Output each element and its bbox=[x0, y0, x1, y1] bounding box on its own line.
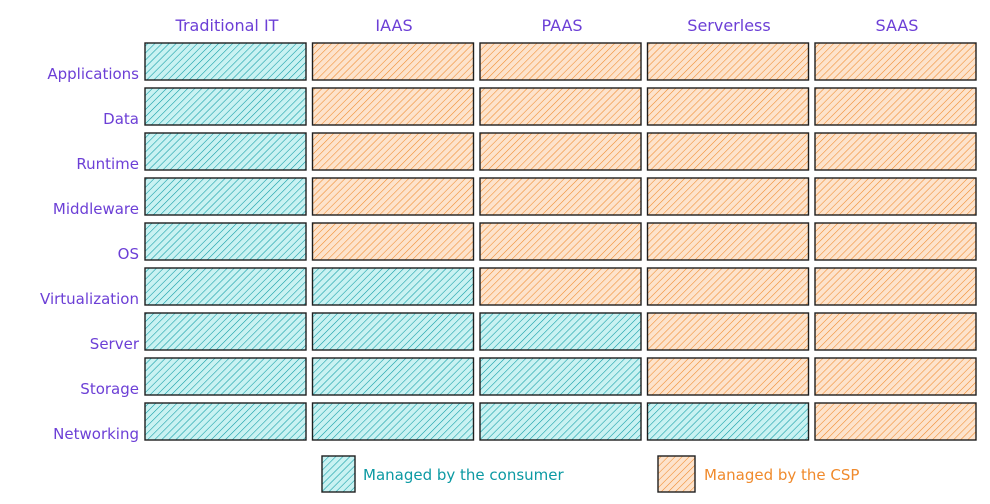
column-header-iaas: IAAS bbox=[375, 16, 412, 35]
column-header-traditional-it: Traditional IT bbox=[175, 16, 279, 35]
legend-csp: Managed by the CSP bbox=[657, 455, 859, 493]
legend: Managed by the consumer Managed by the C… bbox=[321, 455, 859, 493]
row-labels: Applications Data Runtime Middleware OS … bbox=[40, 65, 140, 443]
cell-serverless-server-csp bbox=[646, 312, 810, 351]
cell-traditional-it-server-consumer bbox=[144, 312, 307, 351]
cell-saas-os-csp bbox=[814, 222, 977, 261]
cell-serverless-os-csp bbox=[646, 222, 810, 261]
column-header-serverless: Serverless bbox=[687, 16, 770, 35]
cell-iaas-storage-consumer bbox=[311, 357, 475, 396]
cell-iaas-virtualization-consumer bbox=[311, 267, 475, 306]
cell-saas-middleware-csp bbox=[814, 177, 977, 216]
cell-paas-networking-consumer bbox=[479, 402, 642, 441]
cell-serverless-applications-csp bbox=[646, 42, 810, 81]
cell-serverless-networking-consumer bbox=[646, 402, 810, 441]
row-label-runtime: Runtime bbox=[76, 155, 139, 173]
row-label-os: OS bbox=[118, 245, 139, 263]
column-headers: Traditional IT IAAS PAAS Serverless SAAS bbox=[175, 16, 919, 35]
cell-iaas-data-csp bbox=[311, 87, 475, 126]
cell-paas-data-csp bbox=[479, 87, 642, 126]
row-label-applications: Applications bbox=[47, 65, 139, 83]
cell-saas-runtime-csp bbox=[814, 132, 977, 171]
cell-saas-virtualization-csp bbox=[814, 267, 977, 306]
cell-traditional-it-runtime-consumer bbox=[144, 132, 307, 171]
cell-saas-server-csp bbox=[814, 312, 977, 351]
row-label-networking: Networking bbox=[53, 425, 139, 443]
cell-traditional-it-os-consumer bbox=[144, 222, 307, 261]
cell-traditional-it-applications-consumer bbox=[144, 42, 307, 81]
cell-paas-middleware-csp bbox=[479, 177, 642, 216]
row-label-virtualization: Virtualization bbox=[40, 290, 139, 308]
row-label-storage: Storage bbox=[80, 380, 139, 398]
cell-saas-data-csp bbox=[814, 87, 977, 126]
cell-paas-runtime-csp bbox=[479, 132, 642, 171]
legend-consumer: Managed by the consumer bbox=[321, 455, 565, 493]
cell-traditional-it-middleware-consumer bbox=[144, 177, 307, 216]
row-label-server: Server bbox=[90, 335, 140, 353]
legend-consumer-label: Managed by the consumer bbox=[363, 466, 565, 484]
cell-traditional-it-data-consumer bbox=[144, 87, 307, 126]
legend-csp-swatch bbox=[657, 455, 696, 493]
legend-consumer-swatch bbox=[321, 455, 356, 493]
column-header-paas: PAAS bbox=[541, 16, 582, 35]
cell-paas-server-consumer bbox=[479, 312, 642, 351]
cell-saas-networking-csp bbox=[814, 402, 977, 441]
cell-iaas-os-csp bbox=[311, 222, 475, 261]
cell-paas-applications-csp bbox=[479, 42, 642, 81]
cell-serverless-virtualization-csp bbox=[646, 267, 810, 306]
cell-paas-os-csp bbox=[479, 222, 642, 261]
cell-traditional-it-networking-consumer bbox=[144, 402, 307, 441]
column-header-saas: SAAS bbox=[876, 16, 919, 35]
cell-paas-virtualization-csp bbox=[479, 267, 642, 306]
cell-iaas-middleware-csp bbox=[311, 177, 475, 216]
row-label-data: Data bbox=[103, 110, 139, 128]
cell-serverless-data-csp bbox=[646, 87, 810, 126]
cell-serverless-storage-csp bbox=[646, 357, 810, 396]
cell-iaas-networking-consumer bbox=[311, 402, 475, 441]
cell-saas-storage-csp bbox=[814, 357, 977, 396]
cell-traditional-it-virtualization-consumer bbox=[144, 267, 307, 306]
cell-iaas-applications-csp bbox=[311, 42, 475, 81]
cell-traditional-it-storage-consumer bbox=[144, 357, 307, 396]
cell-iaas-server-consumer bbox=[311, 312, 475, 351]
cell-iaas-runtime-csp bbox=[311, 132, 475, 171]
cell-serverless-middleware-csp bbox=[646, 177, 810, 216]
cell-serverless-runtime-csp bbox=[646, 132, 810, 171]
cell-saas-applications-csp bbox=[814, 42, 977, 81]
legend-csp-label: Managed by the CSP bbox=[704, 466, 859, 484]
responsibility-grid bbox=[144, 42, 977, 441]
row-label-middleware: Middleware bbox=[53, 200, 139, 218]
cell-paas-storage-consumer bbox=[479, 357, 642, 396]
